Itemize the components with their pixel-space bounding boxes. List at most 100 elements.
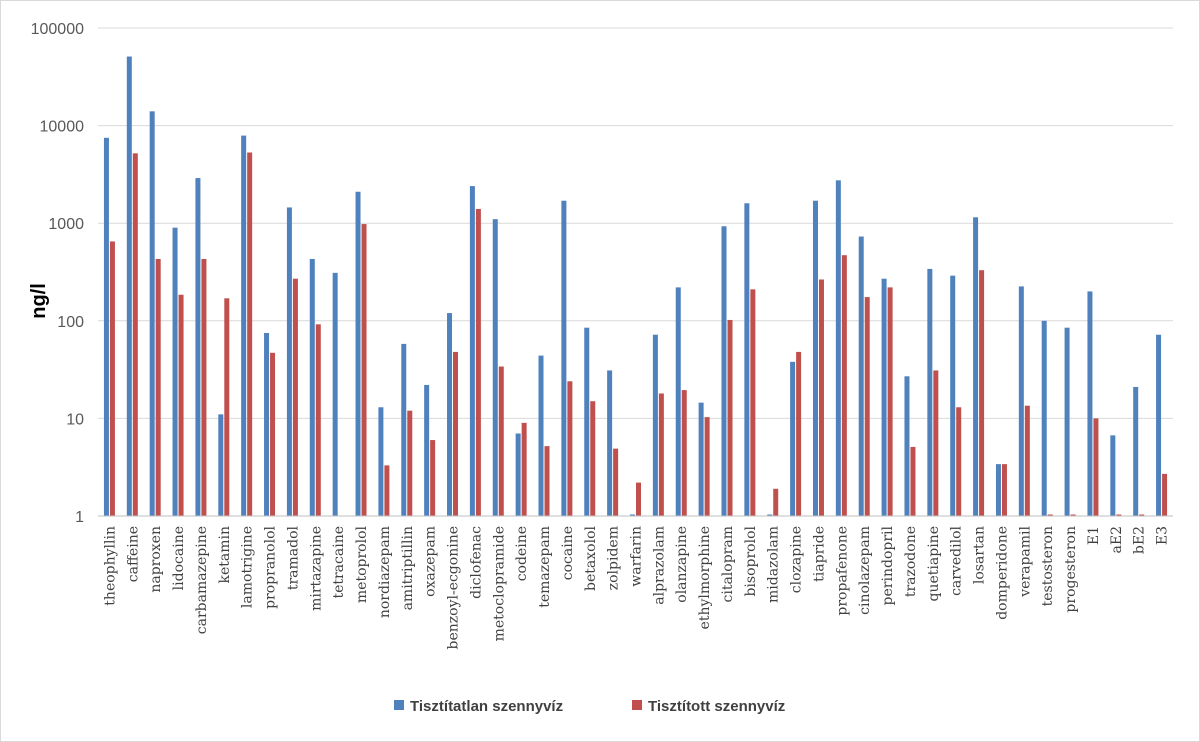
bar — [1064, 327, 1070, 516]
x-tick-label: trazodone — [903, 526, 919, 597]
y-tick-label: 1000 — [48, 216, 84, 233]
bar — [521, 422, 527, 516]
x-tick-label: olanzapine — [674, 526, 690, 603]
bar — [995, 464, 1001, 516]
x-tick-label: tramadol — [285, 525, 301, 590]
bar — [469, 186, 475, 517]
x-tick-label: lidocaine — [171, 526, 187, 590]
bar — [218, 414, 224, 516]
bar — [515, 433, 521, 516]
bar — [332, 272, 338, 516]
x-axis-category-labels: theophyllin caffeine naproxen lidocaine carb… — [102, 525, 1170, 649]
x-tick-label: testosteron — [1040, 526, 1056, 606]
x-tick-label: clozapine — [789, 526, 805, 593]
bar — [561, 200, 567, 516]
bar — [544, 446, 550, 516]
x-tick-label: nordiazepam — [377, 526, 393, 618]
bar — [812, 200, 818, 516]
bar — [721, 226, 727, 516]
bar — [453, 351, 459, 516]
x-tick-label: E3 — [1155, 526, 1171, 545]
bar — [887, 287, 893, 516]
x-tick-label: E1 — [1086, 526, 1102, 545]
x-tick-label: caffeine — [125, 526, 141, 582]
bar — [286, 207, 292, 516]
bar — [447, 313, 453, 516]
x-tick-label: tiapride — [811, 526, 827, 582]
bar — [858, 236, 864, 517]
y-tick-label: 1 — [75, 509, 84, 526]
y-tick-label: 100 — [57, 314, 84, 331]
x-tick-label: propranolol — [263, 525, 279, 608]
bar — [796, 351, 802, 516]
x-tick-label: cocaine — [560, 526, 576, 580]
x-tick-label: carbamazepine — [194, 526, 210, 634]
bar — [933, 370, 939, 516]
x-tick-label: midazolam — [766, 526, 782, 603]
bar — [172, 227, 178, 516]
bar — [178, 294, 184, 516]
x-tick-label: naproxen — [148, 526, 164, 593]
bar — [1018, 286, 1024, 516]
x-tick-label: lamotrigine — [240, 526, 256, 608]
bar — [475, 208, 481, 516]
bar — [1024, 405, 1030, 516]
bar — [132, 153, 138, 517]
x-tick-label: alprazolam — [651, 526, 667, 605]
x-tick-label: oxazepam — [423, 526, 439, 597]
bar — [1156, 334, 1162, 516]
x-tick-label: codeine — [514, 526, 530, 581]
legend-swatch — [394, 700, 404, 710]
x-tick-label: perindopril — [880, 525, 896, 605]
x-tick-label: ketamin — [217, 526, 233, 584]
x-tick-label: carvedilol — [949, 525, 965, 595]
x-tick-label: bE2 — [1132, 526, 1148, 554]
bar — [1139, 514, 1145, 516]
bar — [630, 514, 635, 516]
bar — [979, 270, 985, 516]
bar — [727, 319, 733, 516]
bar — [956, 407, 962, 516]
bar — [224, 298, 230, 516]
bar — [590, 401, 596, 516]
bar — [126, 56, 132, 517]
x-tick-label: progesteron — [1063, 526, 1079, 613]
x-tick-label: aE2 — [1109, 526, 1125, 553]
gridlines — [98, 27, 1173, 419]
bar — [973, 217, 979, 517]
bar — [1110, 435, 1116, 516]
bar — [790, 361, 796, 516]
x-tick-label: theophyllin — [102, 526, 118, 606]
legend: Tisztítatlan szennyvíz Tisztított szennyv… — [394, 698, 785, 715]
x-tick-label: metoprolol — [354, 525, 370, 603]
x-tick-label: mirtazapine — [308, 526, 324, 611]
x-tick-label: losartan — [972, 526, 988, 584]
bar — [361, 224, 367, 516]
x-tick-label: betaxolol — [583, 525, 599, 590]
bar — [613, 448, 619, 516]
bar — [103, 137, 109, 517]
bar — [355, 191, 361, 516]
bar — [270, 352, 276, 516]
bar — [149, 111, 155, 517]
x-tick-label: bisoprolol — [743, 525, 759, 596]
bar — [698, 402, 704, 516]
bar — [315, 324, 321, 516]
bar — [195, 178, 201, 517]
bar — [1133, 386, 1139, 516]
legend-label: Tisztított szennyvíz — [648, 698, 785, 715]
y-tick-label: 10000 — [40, 119, 85, 136]
x-tick-label: metoclopramide — [491, 526, 507, 641]
x-tick-label: ethylmorphine — [697, 526, 713, 629]
bar — [247, 152, 253, 516]
bar — [1116, 514, 1122, 516]
bar — [155, 258, 161, 516]
legend-label: Tisztítatlan szennyvíz — [410, 698, 563, 715]
bar — [1087, 291, 1093, 516]
x-tick-label: zolpidem — [606, 526, 622, 590]
x-tick-label: tetracaine — [331, 526, 347, 599]
bar — [767, 514, 773, 516]
bar — [681, 390, 687, 516]
bar — [264, 332, 270, 516]
bar — [652, 334, 658, 516]
